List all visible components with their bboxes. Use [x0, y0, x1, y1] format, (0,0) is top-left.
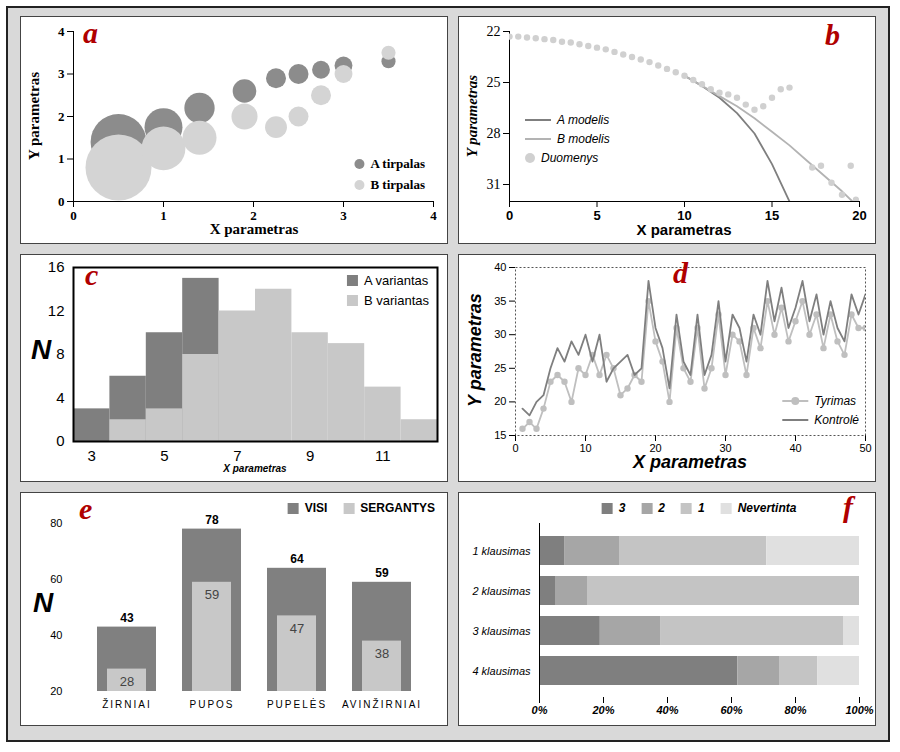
svg-text:5: 5	[160, 447, 168, 464]
svg-text:0: 0	[58, 194, 65, 209]
svg-text:1 klausimas: 1 klausimas	[472, 545, 531, 557]
html-text:A tirpalas: A tirpalas	[370, 156, 425, 171]
svg-text:59: 59	[205, 587, 219, 602]
svg-text:7: 7	[233, 447, 241, 464]
svg-text:0: 0	[70, 208, 77, 223]
svg-text:20: 20	[494, 395, 506, 407]
svg-text:AVINŽIRNIAI: AVINŽIRNIAI	[342, 698, 422, 710]
html-text:2: 2	[658, 501, 665, 515]
svg-text:30: 30	[719, 442, 732, 455]
svg-text:0%: 0%	[532, 704, 548, 716]
svg-text:40: 40	[789, 442, 801, 454]
html-text:Duomenys: Duomenys	[541, 151, 599, 165]
svg-text:0: 0	[512, 442, 518, 454]
html-text:X parametras: X parametras	[209, 221, 299, 237]
svg-text:1: 1	[160, 208, 167, 223]
html-text:VISI: VISI	[304, 501, 328, 515]
svg-text:20%: 20%	[591, 704, 614, 716]
svg-text:35: 35	[494, 295, 506, 307]
html-text:c: c	[85, 258, 99, 291]
html-text:Nevertinta: Nevertinta	[737, 501, 797, 515]
svg-text:3: 3	[88, 447, 96, 464]
svg-text:0: 0	[56, 432, 64, 449]
svg-text:40: 40	[494, 261, 506, 273]
svg-text:28: 28	[120, 674, 134, 689]
svg-text:31: 31	[487, 177, 501, 192]
svg-text:3: 3	[58, 66, 65, 81]
svg-text:4 klausimas: 4 klausimas	[472, 665, 531, 677]
svg-text:PUPELĖS: PUPELĖS	[267, 698, 327, 710]
html-text:N: N	[30, 334, 52, 365]
html-text:Tyrimas: Tyrimas	[814, 394, 857, 408]
svg-text:20: 20	[649, 442, 662, 455]
html-text:3: 3	[618, 501, 626, 515]
svg-text:ŽIRNIAI: ŽIRNIAI	[102, 698, 152, 710]
html-text:A modelis: A modelis	[557, 113, 610, 127]
html-text:a: a	[83, 16, 98, 49]
svg-text:3 klausimas: 3 klausimas	[472, 625, 531, 637]
svg-text:5: 5	[593, 208, 600, 223]
svg-text:59: 59	[375, 566, 389, 580]
svg-text:64: 64	[290, 552, 304, 566]
svg-text:10: 10	[677, 208, 691, 223]
svg-text:3: 3	[340, 208, 347, 223]
svg-text:4: 4	[56, 389, 64, 406]
svg-text:60%: 60%	[720, 704, 742, 716]
svg-text:4: 4	[430, 208, 437, 223]
svg-text:15: 15	[494, 429, 506, 441]
html-text:X parametras: X parametras	[636, 221, 732, 238]
svg-text:40%: 40%	[655, 704, 678, 716]
svg-text:25: 25	[487, 75, 501, 90]
svg-text:PUPOS: PUPOS	[189, 699, 234, 710]
html-text:Y parametras: Y parametras	[464, 293, 485, 407]
svg-text:80: 80	[50, 517, 62, 529]
html-text:SERGANTYS: SERGANTYS	[360, 501, 435, 515]
svg-text:12: 12	[48, 302, 65, 319]
svg-text:2: 2	[250, 208, 257, 223]
svg-text:38: 38	[375, 646, 389, 661]
html-text:Y parametras: Y parametras	[463, 74, 480, 158]
svg-text:2 klausimas: 2 klausimas	[471, 585, 531, 597]
svg-text:100%: 100%	[845, 704, 873, 716]
html-text:Y parametras: Y parametras	[25, 71, 42, 161]
svg-text:1: 1	[58, 151, 65, 166]
svg-text:11: 11	[375, 447, 391, 464]
svg-text:22: 22	[487, 24, 501, 39]
html-text:B variantas: B variantas	[364, 293, 429, 308]
svg-text:9: 9	[306, 447, 314, 464]
html-text:A variantas: A variantas	[364, 273, 429, 288]
svg-text:78: 78	[205, 513, 219, 527]
html-text:B modelis: B modelis	[557, 132, 610, 146]
svg-text:20: 20	[852, 208, 866, 223]
svg-text:80%: 80%	[784, 704, 806, 716]
svg-text:47: 47	[290, 621, 304, 636]
svg-text:28: 28	[487, 126, 501, 141]
svg-text:4: 4	[58, 24, 65, 39]
svg-text:8: 8	[56, 345, 64, 362]
html-text:d: d	[673, 256, 688, 289]
html-text:e: e	[79, 492, 93, 525]
svg-text:50: 50	[859, 442, 871, 454]
html-text:X parametras: X parametras	[633, 452, 747, 472]
html-text:N: N	[32, 587, 54, 618]
svg-text:2: 2	[58, 109, 65, 124]
html-text:Kontrolė: Kontrolė	[814, 413, 859, 427]
html-text:X parametras: X parametras	[223, 463, 287, 474]
svg-text:43: 43	[120, 611, 134, 625]
html-text:B tirpalas: B tirpalas	[370, 177, 425, 192]
svg-text:40: 40	[50, 629, 62, 641]
svg-text:25: 25	[494, 362, 506, 374]
svg-text:10: 10	[579, 442, 591, 454]
svg-text:20: 20	[50, 685, 62, 697]
html-text:b: b	[825, 18, 840, 51]
svg-text:15: 15	[765, 208, 779, 223]
svg-text:60: 60	[50, 573, 62, 585]
svg-text:16: 16	[48, 258, 65, 275]
svg-text:0: 0	[506, 208, 513, 223]
svg-text:30: 30	[494, 328, 506, 340]
html-text:1: 1	[698, 501, 705, 515]
